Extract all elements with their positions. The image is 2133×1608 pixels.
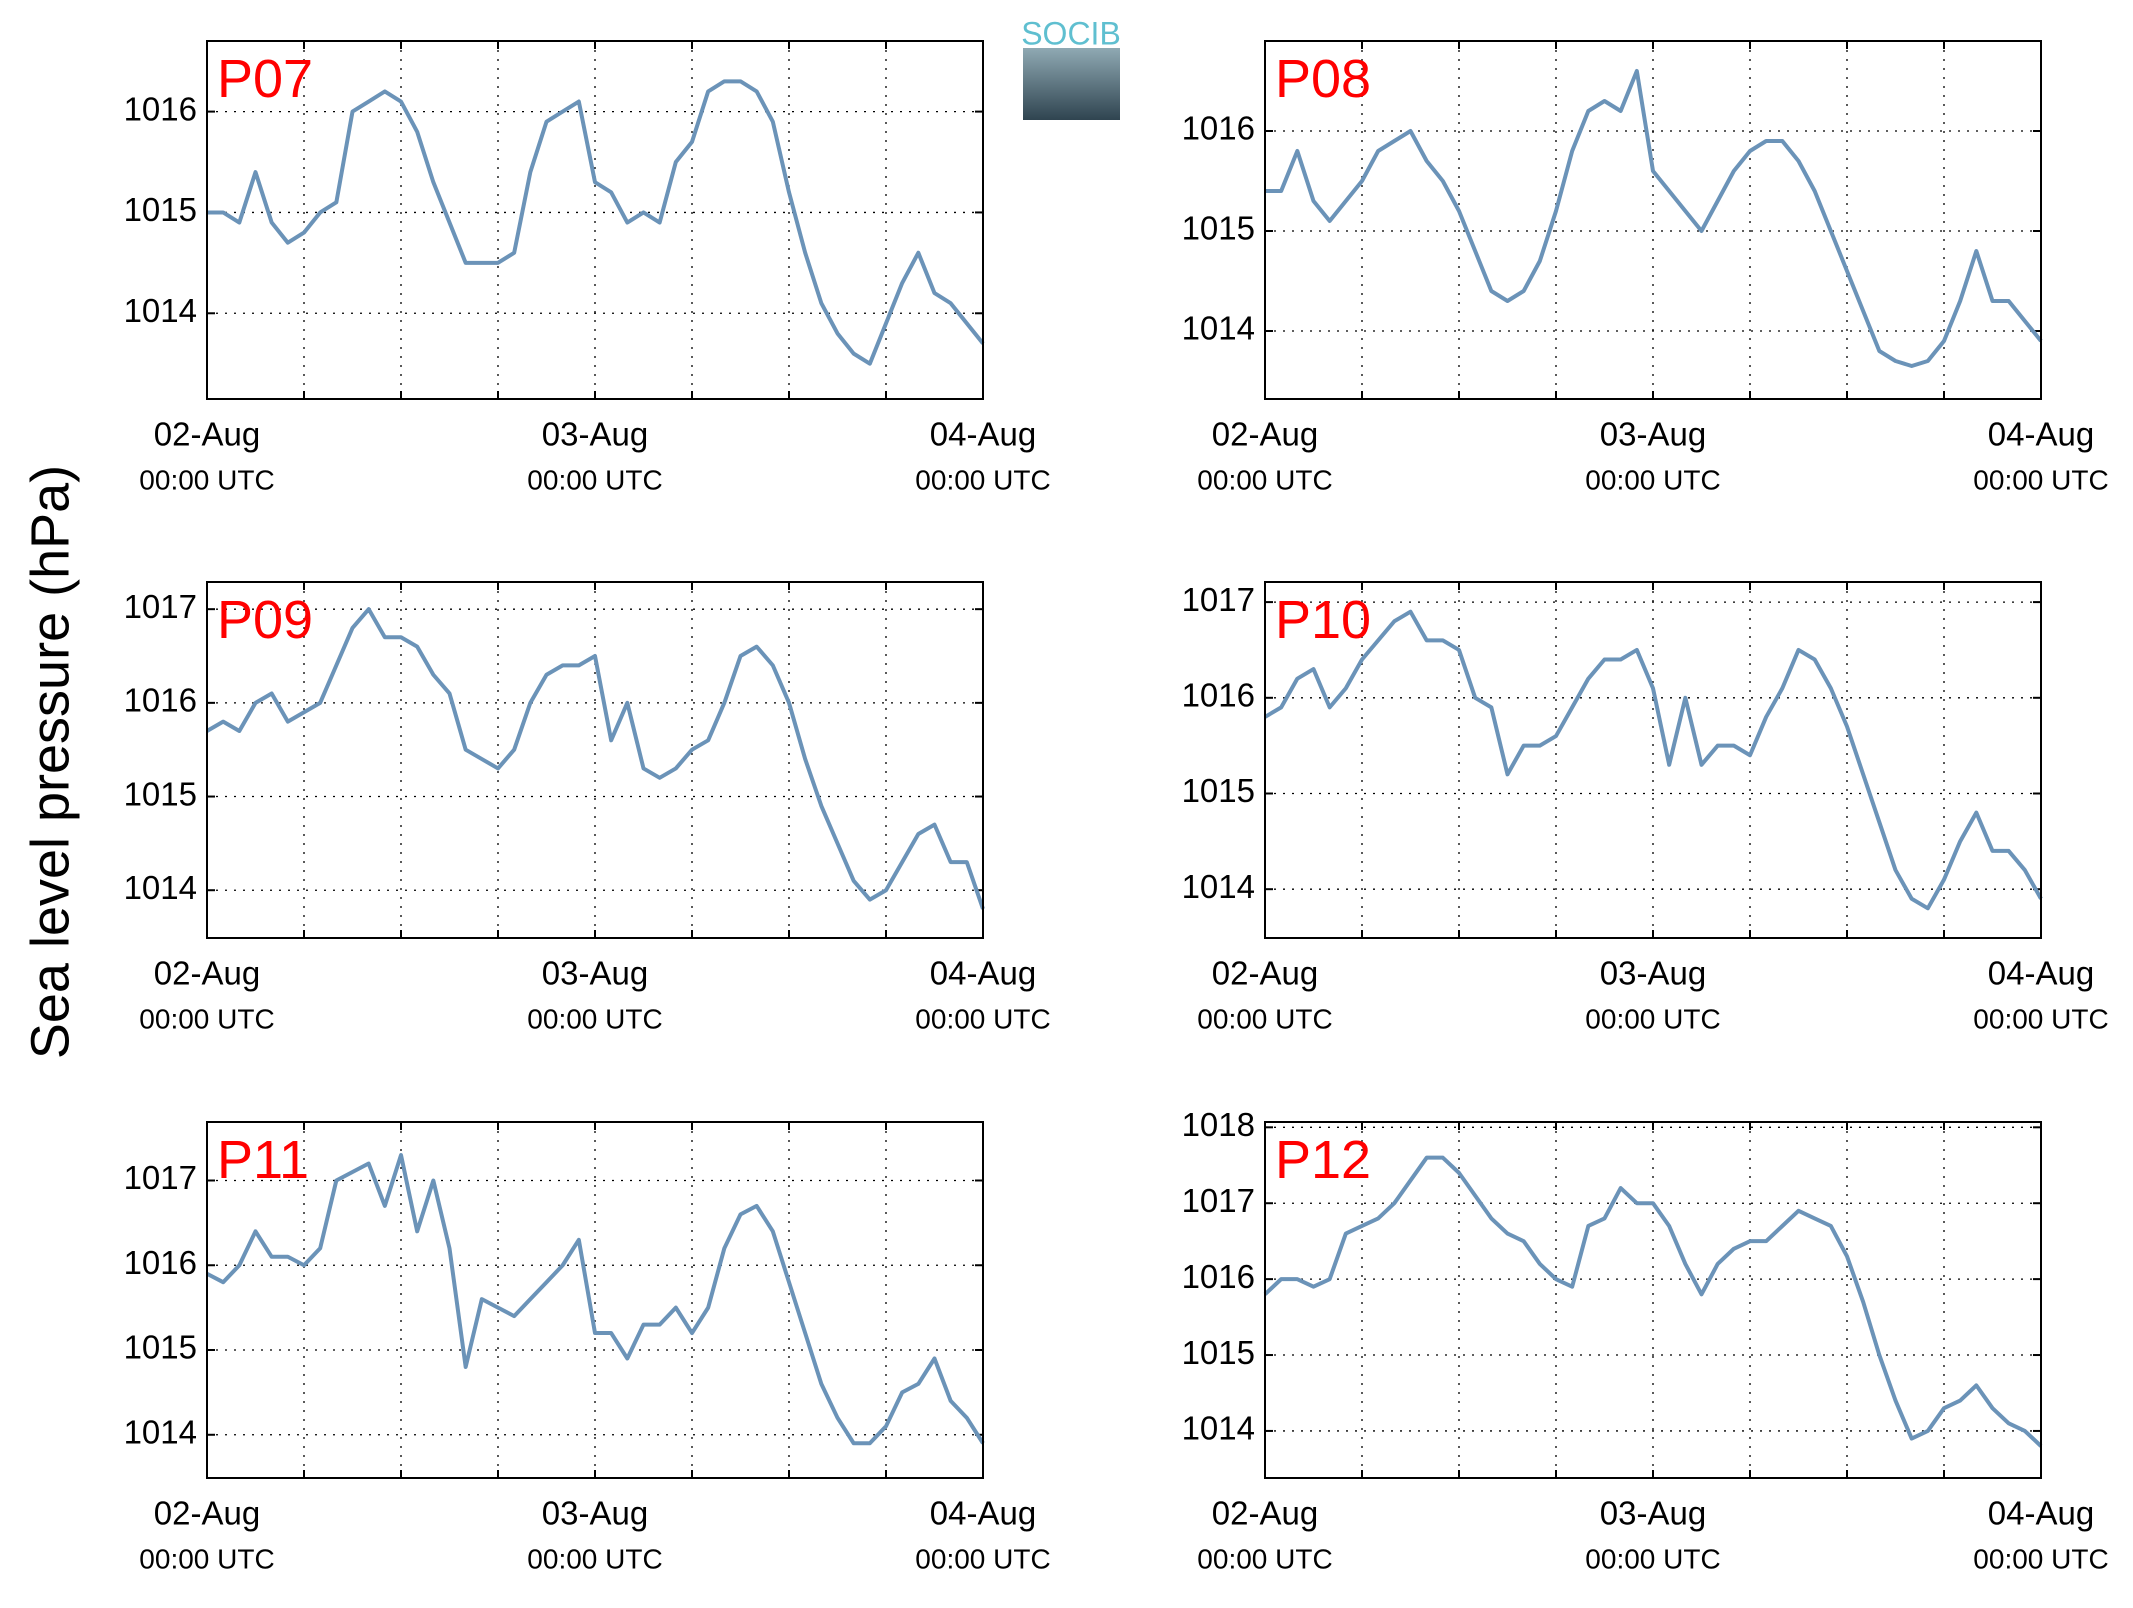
logo-box — [1023, 48, 1120, 120]
y-tick-label: 1016 — [1182, 677, 1255, 714]
x-tick-label: 03-Aug — [542, 416, 648, 453]
x-tick-label: 02-Aug — [1212, 1495, 1318, 1532]
panel: 1014 1015 1016 1017 02-Aug 00:00 UTC 03-Aug 00:… — [124, 1121, 1051, 1574]
series-line — [207, 79, 985, 366]
x-tick-sublabel: 00:00 UTC — [139, 1543, 274, 1574]
y-tick-label: 1015 — [1182, 210, 1255, 247]
y-tick-label: 1014 — [124, 869, 197, 906]
x-tick-label: 04-Aug — [1988, 416, 2094, 453]
panel: 1014 1015 1016 02-Aug 00:00 UTC 03-Aug 00:00 U… — [124, 40, 1051, 495]
x-tick-label: 02-Aug — [154, 955, 260, 992]
y-tick-label: 1017 — [124, 1159, 197, 1196]
x-tick-sublabel: 00:00 UTC — [1585, 1543, 1720, 1574]
y-tick-label: 1015 — [124, 1329, 197, 1366]
logo-text: SOCIB — [1021, 15, 1121, 51]
y-tick-label: 1017 — [1182, 581, 1255, 618]
plot-frame — [1264, 40, 2042, 400]
plot-frame — [206, 581, 984, 939]
panel-title: P08 — [1275, 49, 1371, 109]
panel-title: P11 — [217, 1130, 309, 1190]
x-tick-label: 04-Aug — [1988, 955, 2094, 992]
x-tick-sublabel: 00:00 UTC — [139, 1003, 274, 1034]
panel-title: P12 — [1275, 1130, 1371, 1190]
y-tick-label: 1016 — [124, 682, 197, 719]
y-tick-label: 1017 — [1182, 1182, 1255, 1219]
x-tick-label: 03-Aug — [1600, 1495, 1706, 1532]
x-tick-sublabel: 00:00 UTC — [1585, 464, 1720, 495]
x-tick-label: 04-Aug — [1988, 1495, 2094, 1532]
logo: SOCIB — [1021, 15, 1121, 120]
y-tick-label: 1016 — [1182, 110, 1255, 147]
y-tick-label: 1017 — [124, 588, 197, 625]
x-tick-sublabel: 00:00 UTC — [1585, 1003, 1720, 1034]
series-line — [206, 1153, 985, 1446]
x-tick-label: 03-Aug — [1600, 416, 1706, 453]
plot-frame — [1264, 1121, 2042, 1479]
x-tick-sublabel: 00:00 UTC — [1973, 1543, 2108, 1574]
panel-title: P09 — [217, 590, 313, 650]
panel-title: P07 — [217, 49, 313, 109]
x-tick-sublabel: 00:00 UTC — [915, 464, 1050, 495]
y-tick-label: 1015 — [1182, 772, 1255, 809]
x-tick-sublabel: 00:00 UTC — [527, 1003, 662, 1034]
series-line — [205, 607, 985, 910]
x-tick-label: 03-Aug — [542, 1495, 648, 1532]
y-tick-label: 1015 — [124, 191, 197, 228]
x-tick-label: 02-Aug — [154, 416, 260, 453]
series-line — [1265, 69, 2043, 368]
x-tick-label: 04-Aug — [930, 955, 1036, 992]
plot-frame — [1264, 581, 2042, 939]
x-tick-sublabel: 00:00 UTC — [1973, 464, 2108, 495]
x-tick-label: 02-Aug — [154, 1495, 260, 1532]
y-tick-label: 1014 — [124, 292, 197, 329]
y-tick-label: 1014 — [1182, 1410, 1255, 1447]
x-tick-sublabel: 00:00 UTC — [1197, 464, 1332, 495]
panel: 1014 1015 1016 1017 02-Aug 00:00 UTC 03-Aug 00:… — [124, 581, 1051, 1034]
y-tick-label: 1014 — [124, 1413, 197, 1450]
panel: 1014 1015 1016 02-Aug 00:00 UTC 03-Aug 00:00 U… — [1182, 40, 2109, 495]
y-tick-label: 1018 — [1182, 1106, 1255, 1143]
panel: 1014 1015 1016 1017 1018 02-Aug 00:00 UTC 03-Au… — [1182, 1106, 2109, 1574]
y-tick-label: 1016 — [124, 1244, 197, 1281]
series-line — [1263, 609, 2043, 911]
x-tick-sublabel: 00:00 UTC — [915, 1543, 1050, 1574]
x-tick-label: 03-Aug — [1600, 955, 1706, 992]
y-tick-label: 1015 — [1182, 1334, 1255, 1371]
plot-frame — [206, 1121, 984, 1479]
plot-frame — [206, 40, 984, 400]
x-tick-sublabel: 00:00 UTC — [915, 1003, 1050, 1034]
panel-title: P10 — [1275, 590, 1371, 650]
y-tick-label: 1016 — [1182, 1258, 1255, 1295]
y-tick-label: 1014 — [1182, 868, 1255, 905]
x-tick-label: 04-Aug — [930, 416, 1036, 453]
series-line — [1263, 1155, 2043, 1448]
x-tick-sublabel: 00:00 UTC — [1973, 1003, 2108, 1034]
x-tick-label: 02-Aug — [1212, 416, 1318, 453]
y-tick-label: 1015 — [124, 775, 197, 812]
y-tick-label: 1014 — [1182, 310, 1255, 347]
x-tick-label: 03-Aug — [542, 955, 648, 992]
x-tick-sublabel: 00:00 UTC — [527, 464, 662, 495]
x-tick-sublabel: 00:00 UTC — [1197, 1003, 1332, 1034]
y-tick-label: 1016 — [124, 90, 197, 127]
y-axis-label: Sea level pressure (hPa) — [20, 465, 80, 1059]
panel: 1014 1015 1016 1017 02-Aug 00:00 UTC 03-Aug 00:… — [1182, 581, 2109, 1035]
x-tick-label: 02-Aug — [1212, 955, 1318, 992]
x-tick-sublabel: 00:00 UTC — [527, 1543, 662, 1574]
x-tick-sublabel: 00:00 UTC — [1197, 1543, 1332, 1574]
x-tick-label: 04-Aug — [930, 1495, 1036, 1532]
x-tick-sublabel: 00:00 UTC — [139, 464, 274, 495]
